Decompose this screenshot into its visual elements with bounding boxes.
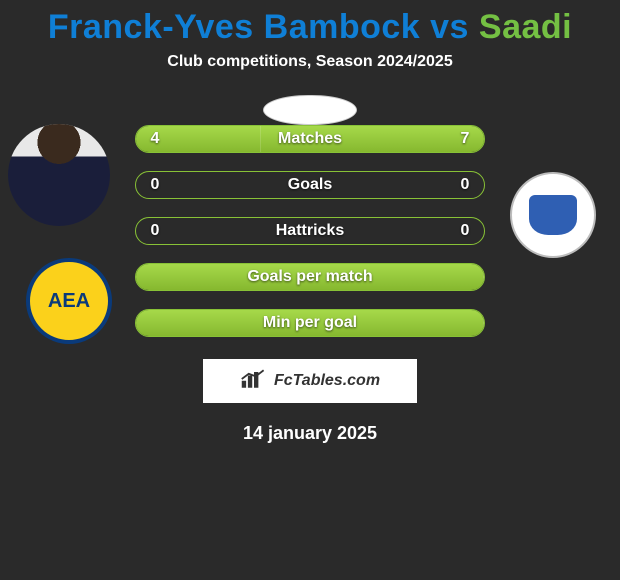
title-player-left: Franck-Yves Bambock [48,8,420,46]
club-badge-right [510,172,596,258]
bar-label: Goals per match [136,264,484,290]
watermark: FcTables.com [203,359,417,403]
title-vs: vs [420,8,479,46]
stat-bar-row: 00Goals [135,171,485,199]
subtitle: Club competitions, Season 2024/2025 [167,53,452,71]
club-left-abbr: AEA [48,290,90,313]
title-player-right: Saadi [479,8,572,46]
comparison-card: Franck-Yves Bambock vs Saadi Club compet… [0,0,620,580]
page-title: Franck-Yves Bambock vs Saadi [48,8,572,47]
silhouette-icon [8,124,110,226]
watermark-text: FcTables.com [274,372,380,390]
bar-label: Min per goal [136,310,484,336]
bar-chart-icon [240,368,268,395]
bar-label: Hattricks [136,218,484,244]
bar-label: Matches [136,126,484,152]
player-avatar-right [263,95,357,125]
greece-map-icon [529,195,577,235]
player-avatar-left [8,124,110,226]
stat-bar-row: 47Matches [135,125,485,153]
date-text: 14 january 2025 [243,423,377,444]
stat-bar-row: Goals per match [135,263,485,291]
club-badge-left: AEA [26,258,112,344]
stat-bar-row: 00Hattricks [135,217,485,245]
bar-label: Goals [136,172,484,198]
stat-bars: 47Matches 00Goals 00Hattricks Goals per mat… [135,125,485,337]
stat-bar-row: Min per goal [135,309,485,337]
